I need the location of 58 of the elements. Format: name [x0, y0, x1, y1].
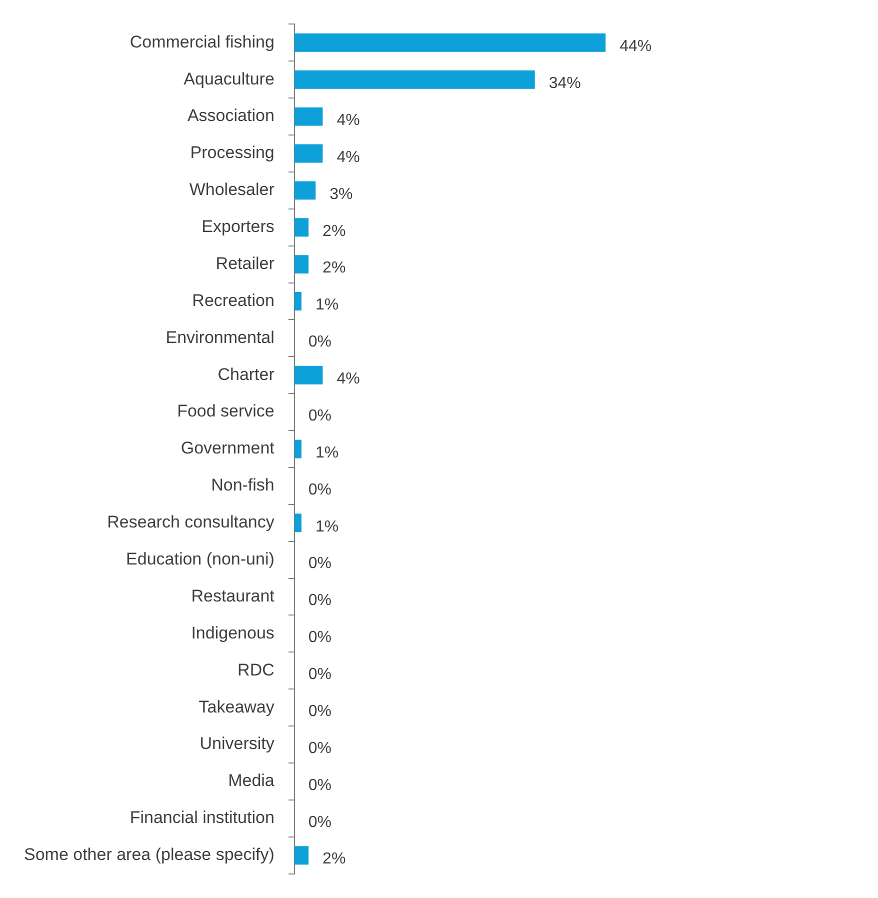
y-tick-label: Indigenous	[191, 623, 274, 642]
data-label: 0%	[308, 740, 332, 757]
data-label: 0%	[308, 814, 332, 831]
y-tick-label: Recreation	[192, 290, 274, 310]
data-label: 0%	[308, 629, 332, 646]
bar	[294, 144, 323, 163]
data-label: 2%	[322, 850, 346, 868]
y-tick-label: Some other area (please specify)	[24, 845, 274, 864]
y-tick-label: Processing	[190, 143, 274, 162]
data-label: 1%	[315, 444, 339, 462]
data-label: 0%	[308, 481, 332, 498]
y-tick-label: Non-fish	[211, 476, 274, 495]
y-tick-label: Research consultancy	[107, 512, 275, 532]
y-tick-label: University	[200, 734, 275, 754]
data-label: 1%	[315, 518, 339, 536]
bar	[294, 255, 309, 274]
bar	[294, 107, 323, 126]
data-label: 34%	[548, 75, 581, 92]
y-tick-label: Financial institution	[130, 808, 274, 828]
data-label: 2%	[322, 222, 346, 240]
y-tick-label: Environmental	[166, 328, 274, 347]
y-tick-label: Exporters	[202, 217, 274, 236]
bar	[294, 514, 302, 532]
bar	[294, 366, 323, 384]
bar	[294, 440, 302, 458]
data-label: 0%	[308, 334, 332, 351]
data-label: 1%	[315, 296, 339, 314]
y-tick-label: Association	[187, 106, 274, 126]
data-label: 4%	[336, 112, 360, 129]
y-tick-label: Commercial fishing	[130, 32, 274, 52]
data-label: 0%	[308, 592, 332, 610]
data-label: 2%	[322, 260, 346, 277]
y-tick-label: Restaurant	[191, 586, 275, 606]
bar	[294, 846, 309, 865]
data-label: 3%	[330, 186, 353, 203]
y-tick-label: Wholesaler	[189, 180, 275, 200]
bar	[294, 70, 535, 89]
data-label: 0%	[308, 555, 332, 572]
bar	[294, 292, 302, 310]
data-label: 0%	[308, 407, 332, 424]
y-tick-label: Charter	[218, 364, 275, 384]
data-label: 44%	[620, 38, 652, 56]
y-tick-label: Retailer	[216, 254, 275, 273]
data-label: 0%	[308, 776, 332, 794]
y-tick-label: Government	[180, 438, 275, 458]
y-tick-label: Food service	[177, 402, 274, 421]
bar	[294, 218, 309, 237]
y-tick-label: Takeaway	[198, 697, 275, 716]
y-tick-label: Education (non-uni)	[126, 550, 274, 569]
data-label: 0%	[308, 666, 332, 684]
bar	[294, 181, 316, 200]
data-label: 4%	[336, 370, 360, 388]
y-tick-label: Aquaculture	[184, 69, 274, 88]
bar	[294, 33, 606, 52]
y-tick-label: RDC	[238, 660, 274, 680]
data-label: 4%	[336, 148, 360, 166]
data-label: 0%	[308, 702, 332, 720]
y-tick-label: Media	[228, 771, 275, 790]
